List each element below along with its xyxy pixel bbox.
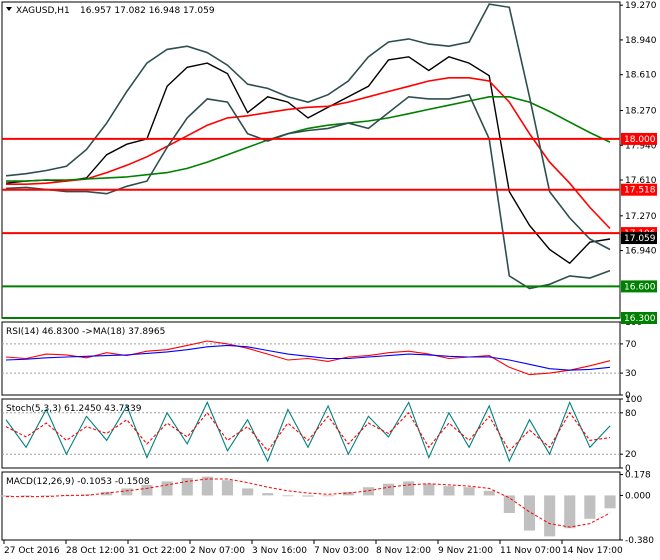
x-tick-label: 7 Nov 03:00 (314, 546, 369, 556)
macd-histogram-bar (20, 495, 32, 497)
macd-y-tick-label: 0.000 (625, 491, 651, 501)
macd-histogram-bar (544, 495, 556, 537)
macd-histogram-bar (564, 495, 576, 529)
macd-histogram-bar (121, 488, 133, 496)
x-tick-label: 14 Nov 17:00 (562, 546, 623, 556)
price-y-tick-label: 16.940 (625, 247, 657, 257)
macd-histogram-bar (604, 495, 616, 509)
level-price-tag (621, 280, 657, 293)
macd-histogram-bar (262, 493, 274, 496)
x-tick-label: 2 Nov 07:00 (190, 546, 245, 556)
price-series-line (5, 3, 611, 251)
macd-histogram-bar (201, 476, 213, 496)
macd-y-tick-label: -0.380 (625, 536, 654, 546)
x-tick-label: 8 Nov 12:00 (376, 546, 431, 556)
macd-histogram-bar (181, 477, 193, 496)
macd-histogram-bar (503, 495, 515, 513)
macd-histogram-bar (443, 486, 455, 496)
level-price-label: 18.000 (624, 135, 656, 145)
x-tick-label: 31 Oct 22:00 (128, 546, 187, 556)
x-tick-label: 9 Nov 21:00 (438, 546, 493, 556)
price-y-tick-label: 18.940 (625, 36, 657, 46)
price-ohlc: 16.957 17.082 16.948 17.059 (80, 6, 215, 16)
x-tick-label: 27 Oct 2016 (4, 546, 60, 556)
stochastic-series-line (5, 411, 611, 452)
macd-histogram-bar (383, 483, 395, 496)
price-series-line (5, 93, 611, 290)
price-series-line (6, 77, 611, 230)
macd-histogram-bar (282, 495, 294, 497)
level-price-tag (621, 312, 657, 324)
macd-histogram-bar (483, 490, 495, 496)
current-price-label: 17.059 (624, 234, 656, 244)
level-price-tag (621, 183, 657, 196)
stochastic-series-line (5, 400, 611, 463)
rsi-label: RSI(14) 46.8300 ->MA(18) 37.8965 (6, 327, 165, 337)
macd-histogram-bar (463, 487, 475, 496)
level-price-label: 17.518 (624, 186, 656, 196)
macd-histogram-bar (423, 483, 435, 496)
price-series-line (5, 56, 611, 265)
rsi-panel-frame (1, 321, 621, 396)
stochastic-y-tick-label: 20 (625, 450, 637, 460)
price-y-tick-label: 17.940 (625, 141, 657, 151)
rsi-y-tick-label: 70 (625, 340, 637, 350)
macd-histogram-bar (161, 481, 173, 496)
price-y-tick-label: 18.270 (625, 106, 657, 116)
rsi-series-line (5, 344, 611, 371)
macd-signal-line (6, 478, 611, 528)
price-y-tick-label: 18.610 (625, 71, 657, 81)
level-price-tag (621, 132, 657, 145)
rsi-y-tick-label: 30 (625, 369, 637, 379)
macd-histogram-bar (101, 491, 113, 496)
macd-histogram-bar (322, 495, 334, 497)
macd-histogram-bar (302, 495, 314, 497)
current-price-tag (621, 232, 657, 245)
macd-histogram-bar (342, 491, 354, 496)
macd-histogram-bar (242, 488, 254, 496)
macd-histogram-bar (0, 495, 12, 497)
level-price-label: 16.600 (624, 282, 656, 292)
macd-y-tick-label: 0.178 (625, 471, 651, 481)
x-tick-label: 28 Oct 12:00 (66, 546, 125, 556)
price-y-tick-label: 17.270 (625, 212, 657, 222)
x-tick-label: 11 Nov 07:00 (500, 546, 561, 556)
stochastic-y-tick-label: 0 (625, 464, 631, 474)
rsi-series-line (5, 340, 611, 376)
stochastic-y-tick-label: 80 (625, 409, 637, 419)
price-header: XAGUSD,H1 16.957 17.082 16.948 17.059 (6, 6, 215, 16)
stochastic-panel-frame (1, 398, 621, 469)
macd-panel-frame (1, 471, 621, 541)
macd-histogram-bar (362, 487, 374, 496)
price-y-tick-label: 17.610 (625, 176, 657, 186)
price-title: XAGUSD,H1 (16, 6, 70, 16)
x-axis: 27 Oct 2016 28 Oct 12:00 31 Oct 22:00 2 Nov… (3, 540, 623, 556)
x-tick-label: 3 Nov 16:00 (252, 546, 307, 556)
macd-label: MACD(12,26,9) -0.1053 -0.1508 (6, 477, 150, 487)
stochastic-label: Stoch(5,3,3) 61.2450 43.7339 (6, 404, 142, 414)
macd-histogram-bar (141, 484, 153, 496)
price-series-line (6, 96, 611, 182)
macd-histogram-bar (403, 481, 415, 496)
level-price-label: 16.300 (624, 314, 656, 324)
triangle-down-icon (6, 7, 12, 11)
stochastic-y-tick-label: 100 (625, 395, 642, 405)
macd-histogram-bar (221, 480, 233, 496)
macd-histogram-bar (523, 495, 535, 531)
macd-histogram-bar (584, 495, 596, 519)
macd-histogram-bar (40, 495, 52, 497)
price-y-tick-label: 19.270 (625, 1, 657, 11)
rsi-y-tick-label: 0 (625, 391, 631, 401)
